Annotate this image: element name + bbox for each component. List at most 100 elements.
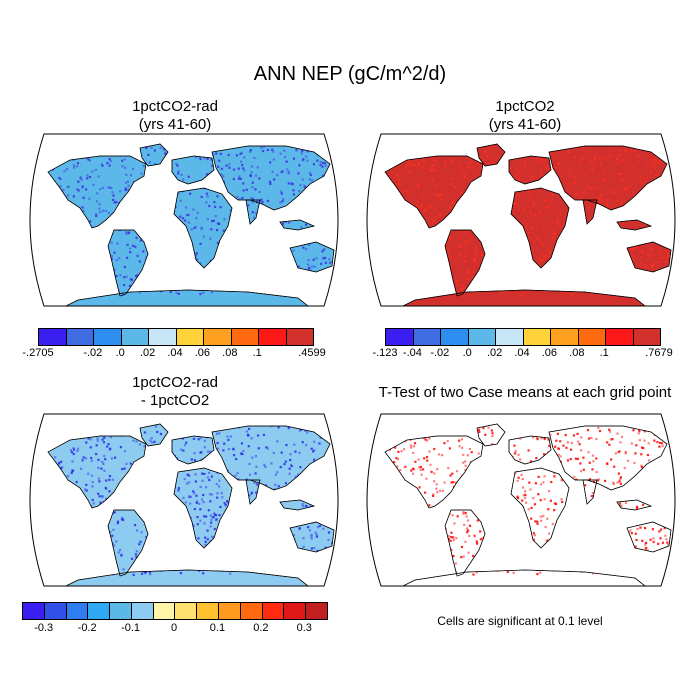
grid-cell <box>325 269 328 272</box>
grid-cell <box>408 171 411 174</box>
grid-cell <box>151 451 154 455</box>
grid-cell <box>522 494 525 497</box>
grid-cell <box>237 517 240 520</box>
grid-cell <box>293 549 296 552</box>
grid-cell <box>593 185 596 189</box>
grid-cell <box>475 571 478 574</box>
grid-cell <box>646 154 649 157</box>
grid-cell <box>396 223 400 226</box>
colorbar-swatch <box>578 329 606 345</box>
grid-cell <box>421 531 424 534</box>
grid-cell <box>150 559 153 562</box>
coastline <box>65 569 309 586</box>
grid-cell <box>618 502 622 505</box>
grid-cell <box>611 529 614 532</box>
grid-cell <box>379 293 381 295</box>
grid-cell <box>640 473 644 477</box>
grid-cell <box>140 209 143 212</box>
coastline <box>107 229 149 297</box>
grid-cell <box>641 233 644 236</box>
grid-cell <box>577 481 580 484</box>
grid-cell <box>645 163 649 166</box>
grid-cell <box>239 243 242 247</box>
grid-cell <box>646 453 650 457</box>
grid-cell <box>83 497 86 500</box>
grid-cell <box>399 522 402 526</box>
grid-cell <box>169 172 172 175</box>
grid-cell <box>578 161 581 164</box>
grid-cell <box>575 223 578 226</box>
grid-cell <box>228 194 231 197</box>
grid-cell <box>609 438 612 441</box>
grid-cell <box>206 450 210 453</box>
grid-cell <box>464 492 467 495</box>
grid-cell <box>88 553 91 556</box>
grid-cell <box>209 514 213 517</box>
grid-cell <box>270 462 273 465</box>
grid-cell <box>279 509 282 512</box>
grid-cell <box>527 449 530 452</box>
grid-cell <box>499 484 502 488</box>
grid-cell <box>661 274 665 277</box>
grid-cell <box>98 543 102 546</box>
grid-cell <box>658 256 661 260</box>
grid-cell <box>327 531 331 534</box>
grid-cell <box>558 162 561 165</box>
grid-cell <box>42 190 44 192</box>
grid-cell <box>553 180 557 184</box>
grid-cell <box>590 232 593 235</box>
grid-cell <box>210 493 213 496</box>
colorbar-swatch <box>262 603 285 619</box>
grid-cell <box>548 251 551 254</box>
grid-cell <box>194 151 198 154</box>
grid-cell <box>256 434 260 437</box>
grid-cell <box>301 441 304 444</box>
grid-cell <box>39 439 41 441</box>
grid-cell <box>127 184 130 187</box>
grid-cell <box>167 492 170 496</box>
grid-cell <box>457 507 461 510</box>
grid-cell <box>76 188 79 191</box>
colorbar-tick-label: 0 <box>170 622 178 634</box>
grid-cell <box>434 146 437 149</box>
grid-cell <box>655 144 659 147</box>
grid-cell <box>535 157 538 160</box>
grid-cell <box>209 525 212 528</box>
grid-cell <box>247 445 250 448</box>
grid-cell <box>620 528 623 531</box>
grid-cell <box>264 236 268 240</box>
grid-cell <box>76 449 79 453</box>
grid-cell <box>110 146 113 149</box>
grid-cell <box>592 157 596 161</box>
grid-cell <box>170 493 173 496</box>
grid-cell <box>108 490 111 493</box>
grid-cell <box>652 165 655 168</box>
grid-cell <box>49 543 53 546</box>
grid-cell <box>623 517 626 520</box>
grid-cell <box>582 276 586 279</box>
grid-cell <box>252 509 256 513</box>
grid-cell <box>518 264 521 267</box>
coastline <box>211 145 331 211</box>
grid-cell <box>266 199 270 203</box>
grid-cell <box>536 237 539 241</box>
grid-cell <box>147 173 150 176</box>
grid-cell <box>305 155 308 158</box>
grid-cell <box>491 258 495 261</box>
grid-cell <box>524 501 528 504</box>
grid-cell <box>318 557 321 561</box>
grid-cell <box>528 466 531 469</box>
grid-cell <box>461 446 464 449</box>
grid-cell <box>228 273 231 276</box>
grid-cell <box>406 434 410 437</box>
grid-cell <box>319 436 322 439</box>
grid-cell <box>668 231 671 234</box>
grid-cell <box>605 564 608 567</box>
colorbar-swatch <box>284 603 307 619</box>
grid-cell <box>455 256 458 259</box>
grid-cell <box>633 166 636 169</box>
grid-cell <box>166 558 170 561</box>
grid-cell <box>613 465 616 468</box>
colorbar-tick-label: .08 <box>569 347 585 359</box>
grid-cell <box>650 234 653 237</box>
